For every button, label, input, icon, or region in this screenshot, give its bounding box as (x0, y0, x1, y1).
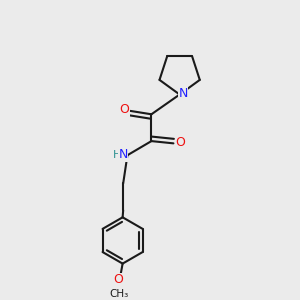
Text: O: O (119, 103, 129, 116)
Text: O: O (114, 274, 124, 286)
Text: CH₃: CH₃ (109, 289, 128, 299)
Text: H: H (112, 150, 121, 160)
Text: O: O (175, 136, 185, 149)
Text: N: N (118, 148, 128, 161)
Text: N: N (178, 87, 188, 100)
